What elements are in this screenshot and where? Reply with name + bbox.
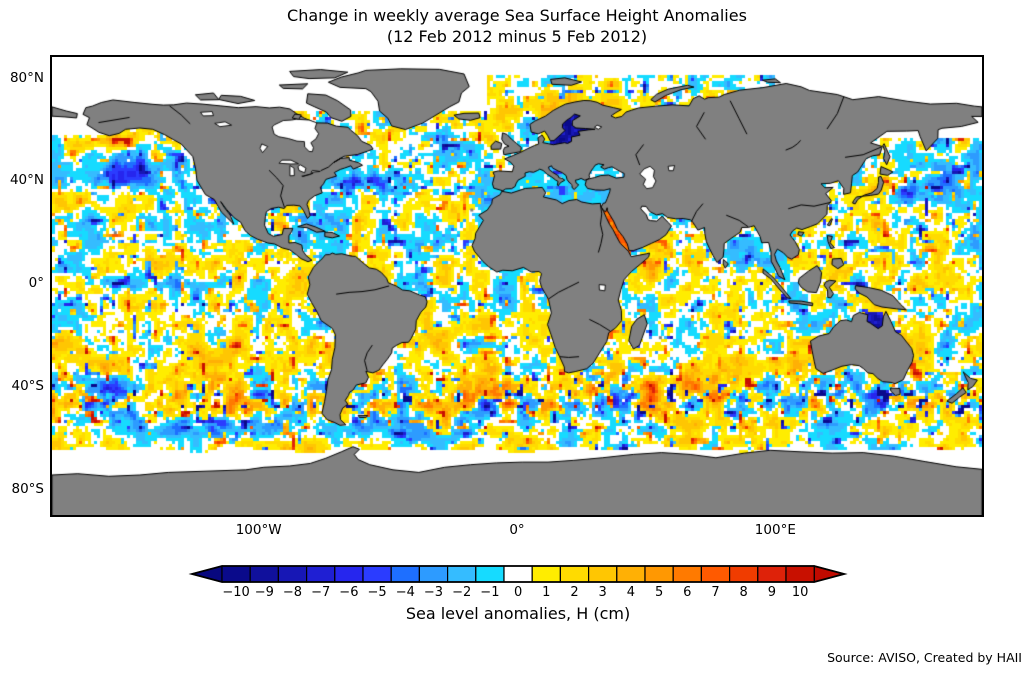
colorbar-tick-label: −4 xyxy=(395,585,415,600)
colorbar-tick-label: 7 xyxy=(711,585,720,600)
colorbar-tick-label: 3 xyxy=(598,585,607,600)
colorbar-tick-label: 2 xyxy=(570,585,579,600)
colorbar-label: Sea level anomalies, H (cm) xyxy=(405,604,631,623)
chart-subtitle: (12 Feb 2012 minus 5 Feb 2012) xyxy=(386,27,648,46)
colorbar-tick-label: 5 xyxy=(654,585,664,600)
chart-title: Change in weekly average Sea Surface Hei… xyxy=(287,6,747,25)
colorbar-tick-label: −1 xyxy=(480,585,500,600)
colorbar-tick-label: 8 xyxy=(739,585,748,600)
colorbar-tick-label: 10 xyxy=(791,585,809,600)
colorbar xyxy=(188,565,848,583)
y-tick-label: 40°S xyxy=(11,378,45,395)
world-sea-surface-height-anomaly-map xyxy=(52,57,982,515)
y-tick-label: 40°N xyxy=(9,172,44,189)
colorbar-tick-label: −7 xyxy=(311,585,331,600)
colorbar-tick-label: 0 xyxy=(513,585,523,600)
source-note: Source: AVISO, Created by HAII xyxy=(827,650,1022,665)
colorbar-tick-label: −9 xyxy=(254,585,274,600)
y-tick-label: 80°S xyxy=(11,481,45,498)
colorbar-tick-label: 6 xyxy=(683,585,692,600)
colorbar-tick-label: −3 xyxy=(423,585,444,600)
map-frame xyxy=(50,55,984,517)
colorbar-tick-label: −5 xyxy=(367,585,387,600)
colorbar-tick-label: −2 xyxy=(452,585,472,600)
y-tick-label: 0° xyxy=(28,275,44,292)
colorbar-tick-label: 9 xyxy=(767,585,777,600)
x-tick-label: 100°W xyxy=(235,522,282,538)
y-tick-label: 80°N xyxy=(9,69,44,86)
x-tick-label: 100°E xyxy=(754,522,796,538)
x-tick-label: 0° xyxy=(509,522,525,538)
colorbar-tick-label: −8 xyxy=(282,585,303,600)
colorbar-tick-label: 1 xyxy=(542,585,551,600)
colorbar-tick-label: −10 xyxy=(222,585,250,600)
colorbar-tick-label: 4 xyxy=(626,585,636,600)
colorbar-tick-label: −6 xyxy=(339,585,359,600)
